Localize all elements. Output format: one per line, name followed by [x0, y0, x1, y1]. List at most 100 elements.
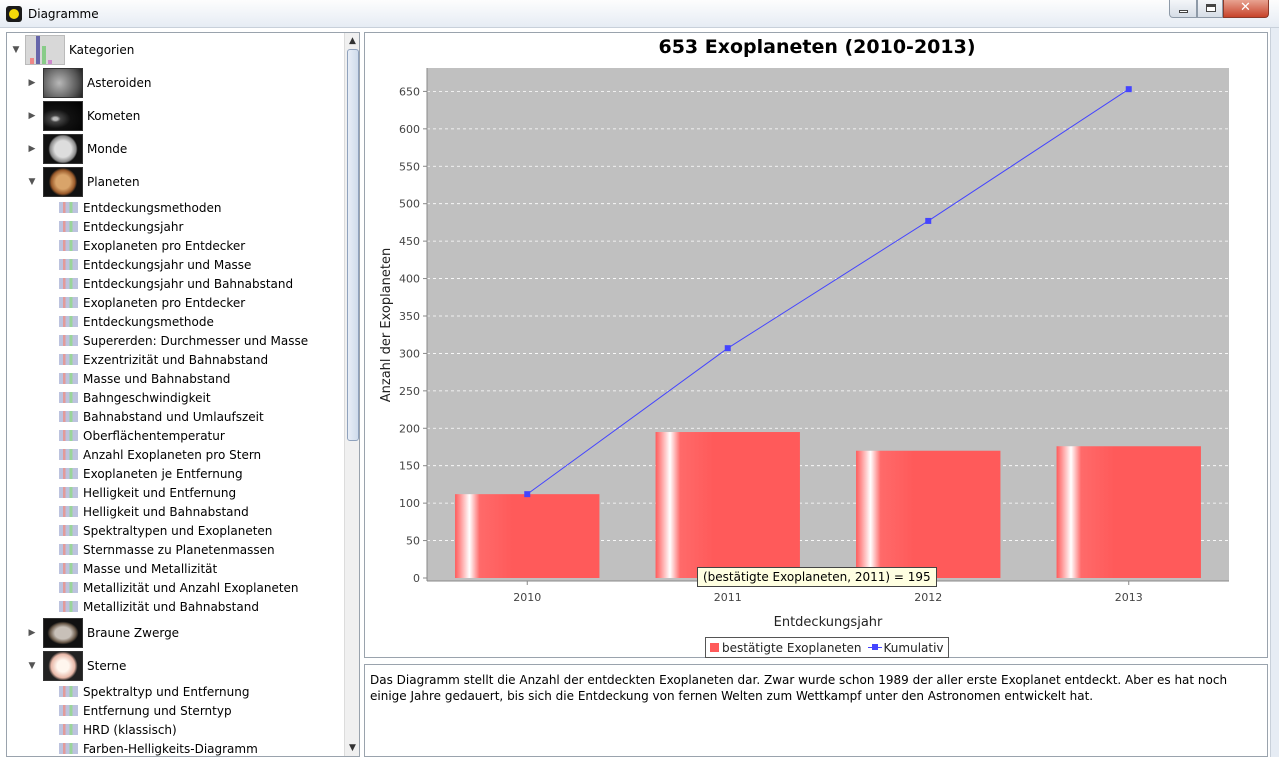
tree-node-label: Braune Zwerge	[87, 626, 180, 640]
tree-node-root[interactable]: ▼ Kategorien	[11, 34, 134, 66]
expand-toggle-icon[interactable]: ▶	[28, 78, 36, 88]
chart-icon	[59, 335, 78, 346]
y-tick-label: 200	[399, 422, 420, 435]
chart-icon	[59, 686, 78, 697]
tree-leaf-label: Helligkeit und Bahnabstand	[83, 504, 249, 519]
x-tick-label: 2012	[914, 591, 942, 604]
brown-dwarf-thumbnail	[43, 618, 83, 648]
x-tick-label: 2010	[513, 591, 541, 604]
bar-2013[interactable]	[1056, 446, 1201, 578]
tree-leaf-label: Entdeckungsmethode	[83, 314, 214, 329]
y-tick-label: 50	[406, 535, 420, 548]
chart-icon	[59, 354, 78, 365]
tree-node-planeten[interactable]: ▼ Planeten	[27, 166, 140, 198]
cumulative-point-2010[interactable]	[524, 491, 531, 498]
y-tick-label: 550	[399, 160, 420, 173]
tree-leaf[interactable]: Exoplaneten pro Entdecker	[59, 293, 245, 312]
tree-leaf[interactable]: Entfernung und Sterntyp	[59, 701, 232, 720]
tree-leaf-label: Bahnabstand und Umlaufszeit	[83, 409, 264, 424]
expand-toggle-icon[interactable]: ▼	[28, 661, 36, 671]
tree-leaf-label: Spektraltypen und Exoplaneten	[83, 523, 273, 538]
tree-leaf-label: Metallizität und Anzahl Exoplaneten	[83, 580, 299, 595]
chart-legend: bestätigte Exoplaneten Kumulativ	[705, 637, 949, 658]
tree-leaf-label: Anzahl Exoplaneten pro Stern	[83, 447, 262, 462]
tree-leaf[interactable]: Helligkeit und Entfernung	[59, 483, 236, 502]
cumulative-point-2013[interactable]	[1125, 86, 1132, 93]
tree-node-sterne[interactable]: ▼ Sterne	[27, 650, 126, 682]
y-tick-label: 600	[399, 123, 420, 136]
tree-leaf-label: Exzentrizität und Bahnabstand	[83, 352, 269, 367]
expand-toggle-icon[interactable]: ▼	[12, 45, 20, 55]
description-text: Das Diagramm stellt die Anzahl der entde…	[370, 673, 1228, 703]
tree-node-asteroiden[interactable]: ▶ Asteroiden	[27, 67, 152, 99]
tree-leaf[interactable]: Oberflächentemperatur	[59, 426, 225, 445]
x-axis-title: Entdeckungsjahr	[774, 615, 883, 630]
scrollbar-thumb[interactable]	[347, 49, 359, 441]
tree-leaf[interactable]: Bahnabstand und Umlaufszeit	[59, 407, 264, 426]
expand-toggle-icon[interactable]: ▶	[28, 144, 36, 154]
tree-leaf[interactable]: Exoplaneten je Entfernung	[59, 464, 243, 483]
cumulative-point-2011[interactable]	[724, 345, 731, 352]
tree-leaf[interactable]: Entdeckungsmethoden	[59, 198, 221, 217]
tree-leaf[interactable]: Exoplaneten pro Entdecker	[59, 236, 245, 255]
chart-icon	[59, 392, 78, 403]
maximize-icon	[1206, 4, 1216, 12]
expand-toggle-icon[interactable]: ▶	[28, 111, 36, 121]
moon-thumbnail	[43, 134, 83, 164]
cumulative-point-2012[interactable]	[925, 217, 932, 224]
tree-leaf-label: HRD (klassisch)	[83, 722, 177, 737]
tree-leaf[interactable]: Sternmasse zu Planetenmassen	[59, 540, 275, 559]
chart-icon	[59, 743, 78, 754]
scroll-down-icon[interactable]: ▼	[349, 743, 356, 753]
tree-node-braune-zwerge[interactable]: ▶ Braune Zwerge	[27, 617, 179, 649]
tree-leaf[interactable]: Entdeckungsjahr und Bahnabstand	[59, 274, 293, 293]
chart-icon	[59, 506, 78, 517]
tree-leaf[interactable]: Supererden: Durchmesser und Masse	[59, 331, 308, 350]
tree-leaf[interactable]: Entdeckungsjahr und Masse	[59, 255, 251, 274]
tree-leaf[interactable]: Entdeckungsmethode	[59, 312, 214, 331]
legend-bar-swatch	[710, 643, 719, 652]
tree-leaf[interactable]: Anzahl Exoplaneten pro Stern	[59, 445, 261, 464]
tree-leaf[interactable]: Helligkeit und Bahnabstand	[59, 502, 249, 521]
expand-toggle-icon[interactable]: ▶	[28, 628, 36, 638]
tree-leaf[interactable]: Entdeckungsjahr	[59, 217, 183, 236]
tree-leaf[interactable]: HRD (klassisch)	[59, 720, 177, 739]
tree-leaf-label: Bahngeschwindigkeit	[83, 390, 211, 405]
tree-leaf-label: Entdeckungsjahr	[83, 219, 184, 234]
tree-leaf-label: Oberflächentemperatur	[83, 428, 225, 443]
legend-line-label: Kumulativ	[883, 640, 944, 655]
tree-leaf-label: Exoplaneten je Entfernung	[83, 466, 243, 481]
chart-icon	[59, 373, 78, 384]
tree-leaf-label: Helligkeit und Entfernung	[83, 485, 237, 500]
tree-scrollbar[interactable]: ▲ ▼	[344, 33, 359, 756]
tree-leaf[interactable]: Bahngeschwindigkeit	[59, 388, 211, 407]
tree-leaf[interactable]: Metallizität und Anzahl Exoplaneten	[59, 578, 299, 597]
bar-2012[interactable]	[856, 450, 1001, 578]
tree-leaf[interactable]: Farben-Helligkeits-Diagramm	[59, 739, 258, 756]
scroll-up-icon[interactable]: ▲	[349, 36, 356, 46]
close-button[interactable]: ✕	[1223, 0, 1269, 18]
minimize-button[interactable]	[1169, 0, 1197, 18]
asteroid-thumbnail	[43, 68, 83, 98]
chart-icon	[59, 221, 78, 232]
bar-2011[interactable]	[655, 432, 800, 578]
tree-leaf[interactable]: Masse und Metallizität	[59, 559, 217, 578]
expand-toggle-icon[interactable]: ▼	[28, 177, 36, 187]
tree-leaf[interactable]: Spektraltyp und Entfernung	[59, 682, 249, 701]
tree-node-kometen[interactable]: ▶ Kometen	[27, 100, 140, 132]
chart-icon	[59, 316, 78, 327]
chart-icon	[59, 563, 78, 574]
tree-leaf[interactable]: Spektraltypen und Exoplaneten	[59, 521, 272, 540]
tree-leaf[interactable]: Masse und Bahnabstand	[59, 369, 230, 388]
tree-leaf[interactable]: Metallizität und Bahnabstand	[59, 597, 259, 616]
maximize-button[interactable]	[1197, 0, 1223, 18]
chart-title: 653 Exoplaneten (2010-2013)	[658, 36, 975, 58]
tree-node-monde[interactable]: ▶ Monde	[27, 133, 127, 165]
window-border	[1270, 28, 1279, 757]
tree-node-label: Monde	[87, 142, 128, 156]
bar-2010[interactable]	[455, 494, 600, 578]
tree-leaf-label: Entdeckungsmethoden	[83, 200, 222, 215]
chart-icon	[59, 705, 78, 716]
y-tick-label: 0	[413, 572, 420, 585]
tree-leaf[interactable]: Exzentrizität und Bahnabstand	[59, 350, 268, 369]
